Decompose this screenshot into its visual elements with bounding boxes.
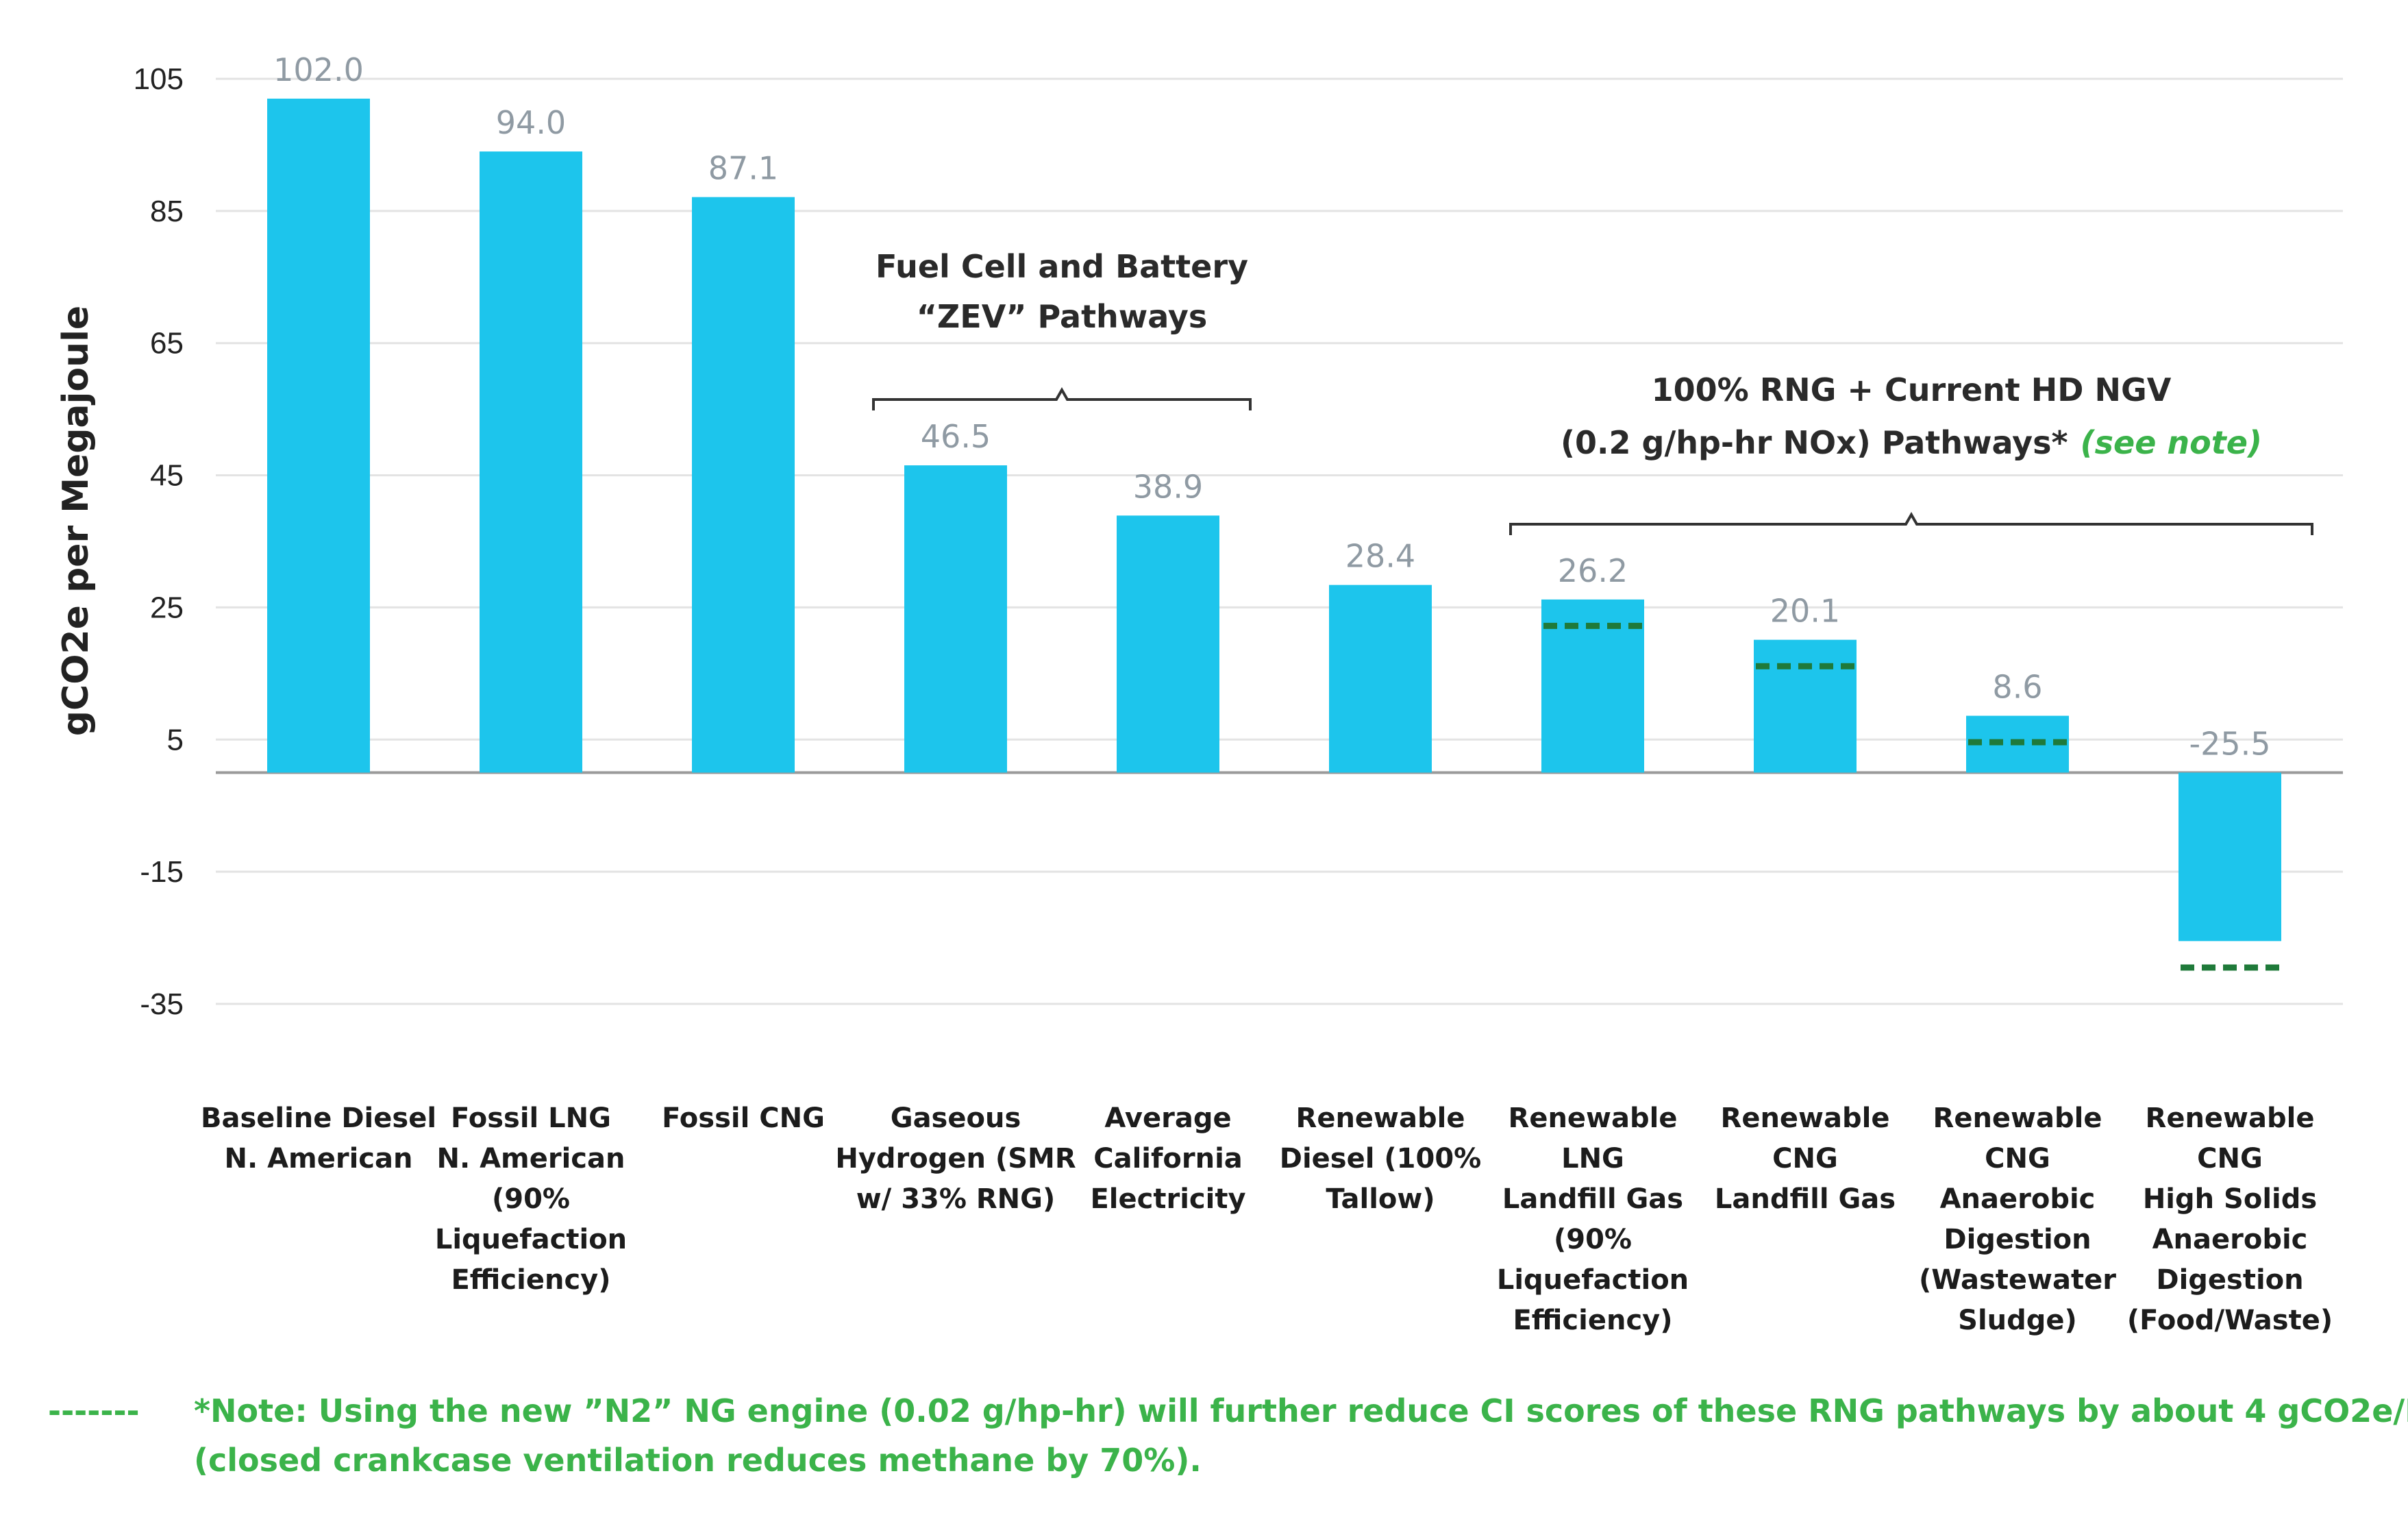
- x-tick-label-line: Landfill Gas: [1715, 1183, 1896, 1215]
- annotation-line: Fuel Cell and Battery: [876, 248, 1248, 285]
- data-label: 87.1: [708, 150, 778, 187]
- annotation-line: “ZEV” Pathways: [917, 298, 1208, 335]
- x-tick-label-line: N. American: [437, 1143, 625, 1174]
- x-tick-label-line: LNG: [1561, 1143, 1624, 1174]
- annotation-text: 100% RNG + Current HD NGV: [1652, 371, 2172, 408]
- legend-layer: ------- *Note: Using the new ”N2” NG engi…: [48, 1392, 2408, 1479]
- x-tick-label: Renewable CNG Anaerobic Digestion (Wastewate…: [1919, 1103, 2116, 1336]
- y-tick-label: 85: [150, 195, 184, 228]
- x-tick-label-line: Renewable: [1933, 1103, 2102, 1134]
- x-tick-label: Fossil LNG N. American (90% Liquefaction Eff…: [435, 1103, 627, 1296]
- legend-marker: -------: [48, 1392, 140, 1429]
- x-tick-label-line: Average: [1104, 1103, 1231, 1134]
- x-tick-label-line: Liquefaction: [1497, 1264, 1689, 1296]
- x-tick-label: Gaseous Hydrogen (SMR w/ 33% RNG): [835, 1103, 1076, 1215]
- x-tick-label-line: (90%: [492, 1183, 570, 1215]
- annotation-line: (0.2 g/hp-hr NOx) Pathways*: [1561, 424, 2068, 461]
- x-tick-label-line: Electricity: [1090, 1183, 1245, 1215]
- x-tick-label-line: N. American: [225, 1143, 413, 1174]
- axis-layer: gCO2e per Megajoule 105 85 65 45 25 5 -15 -35 Ba…: [55, 62, 2333, 1336]
- data-label: 94.0: [496, 104, 566, 141]
- x-tick-label-line: Digestion: [1944, 1224, 2091, 1255]
- bar: [1329, 585, 1432, 773]
- data-label: -25.5: [2189, 726, 2270, 763]
- x-tick-label: Renewable CNG Landfill Gas: [1715, 1103, 1896, 1215]
- x-tick-label-line: High Solids: [2143, 1183, 2317, 1215]
- x-tick-label-line: Renewable: [1296, 1103, 1465, 1134]
- y-tick-label: -15: [140, 855, 184, 889]
- x-tick-label-line: CNG: [1772, 1143, 1838, 1174]
- x-tick-label: Fossil CNG: [662, 1103, 825, 1134]
- x-tick-label-line: Landfill Gas: [1502, 1183, 1683, 1215]
- bar: [692, 197, 795, 773]
- x-tick-label-line: Fossil CNG: [662, 1103, 825, 1134]
- x-tick-label-line: Efficiency): [1513, 1305, 1672, 1336]
- x-tick-label: Baseline Diesel N. American: [201, 1103, 436, 1174]
- footnote-line: (closed crankcase ventilation reduces me…: [194, 1442, 1202, 1479]
- x-tick-label-line: Liquefaction: [435, 1224, 627, 1255]
- bar: [480, 151, 582, 773]
- annotation-bracket: [1509, 511, 2313, 535]
- y-tick-label: 45: [150, 459, 184, 493]
- x-tick-label-line: Renewable: [1721, 1103, 1890, 1134]
- x-tick-label: Average California Electricity: [1090, 1103, 1245, 1215]
- x-tick-label: Renewable Diesel (100% Tallow): [1280, 1103, 1481, 1215]
- annotation-text: (0.2 g/hp-hr NOx) Pathways* (see note): [1561, 424, 2262, 461]
- x-tick-label-line: Renewable: [2146, 1103, 2315, 1134]
- data-label: 102.0: [273, 51, 364, 88]
- bar: [1117, 515, 1219, 773]
- x-tick-label-line: Efficiency): [451, 1264, 610, 1296]
- data-label: 8.6: [1992, 669, 2042, 706]
- x-tick-label-line: (Food/Waste): [2127, 1305, 2333, 1336]
- x-tick-label-line: Sludge): [1958, 1305, 2077, 1336]
- annotation-layer: Fuel Cell and Battery “ZEV” Pathways 100% …: [872, 248, 2313, 535]
- y-tick-label: -35: [140, 987, 184, 1021]
- x-tick-label: Renewable LNG Landfill Gas (90% Liquefaction…: [1497, 1103, 1689, 1336]
- x-tick-label-line: Baseline Diesel: [201, 1103, 436, 1134]
- footnote-line: *Note: Using the new ”N2” NG engine (0.0…: [194, 1392, 2408, 1429]
- x-tick-label-line: Renewable: [1509, 1103, 1678, 1134]
- x-tick-label-line: CNG: [2197, 1143, 2263, 1174]
- x-tick-label-line: w/ 33% RNG): [856, 1183, 1056, 1215]
- data-label: 38.9: [1133, 468, 1203, 505]
- y-tick-label: 25: [150, 591, 184, 624]
- x-tick-label: Renewable CNG High Solids Anaerobic Digestio…: [2127, 1103, 2333, 1336]
- x-tick-label-line: Anaerobic: [2152, 1224, 2308, 1255]
- x-tick-label-line: Anaerobic: [1940, 1183, 2096, 1215]
- x-tick-label-line: Tallow): [1326, 1183, 1435, 1215]
- annotation-text: Fuel Cell and Battery: [876, 248, 1248, 285]
- annotation-text: “ZEV” Pathways: [917, 298, 1208, 335]
- x-tick-label-line: Gaseous: [891, 1103, 1021, 1134]
- annotation-bracket: [872, 386, 1252, 410]
- x-tick-label-line: Digestion: [2156, 1264, 2303, 1296]
- bars-layer: 102.0 94.0 87.1 46.5 38.9 28.4 26.2 20.1 8.6 -25.…: [267, 51, 2281, 971]
- data-label: 20.1: [1770, 593, 1840, 630]
- y-tick-label: 5: [167, 723, 184, 756]
- bar: [1754, 639, 1857, 773]
- bar: [2179, 772, 2281, 942]
- x-tick-label-line: California: [1093, 1143, 1243, 1174]
- x-tick-label-line: (90%: [1554, 1224, 1632, 1255]
- y-axis-title: gCO2e per Megajoule: [55, 306, 97, 736]
- x-tick-label-line: Hydrogen (SMR: [835, 1143, 1076, 1174]
- see-note-link: (see note): [2081, 424, 2262, 461]
- y-tick-label: 65: [150, 327, 184, 360]
- bar: [904, 465, 1007, 773]
- y-tick-label: 105: [134, 62, 184, 96]
- annotation-line: 100% RNG + Current HD NGV: [1652, 371, 2172, 408]
- x-tick-label-line: CNG: [1985, 1143, 2050, 1174]
- x-tick-label-line: Fossil LNG: [451, 1103, 611, 1134]
- x-tick-label-line: Diesel (100%: [1280, 1143, 1481, 1174]
- data-label: 28.4: [1345, 538, 1415, 575]
- bar: [267, 98, 370, 773]
- data-label: 46.5: [921, 418, 991, 455]
- x-tick-label-line: (Wastewater: [1919, 1264, 2116, 1296]
- data-label: 26.2: [1558, 552, 1628, 589]
